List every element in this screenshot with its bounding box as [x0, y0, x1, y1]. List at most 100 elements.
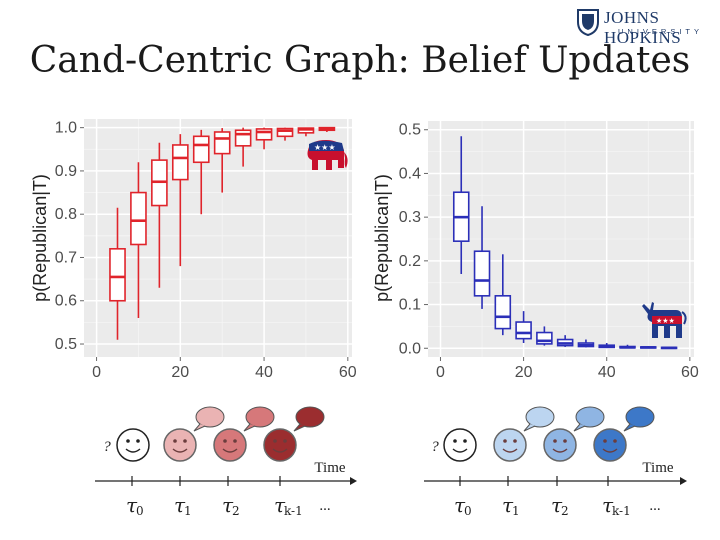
face-icon	[543, 406, 605, 462]
x-tick-label: 60	[681, 364, 699, 381]
plot-panel	[84, 119, 352, 357]
box	[255, 127, 273, 150]
speech-bubble-icon	[575, 406, 605, 428]
x-tick-label: 20	[515, 364, 533, 381]
box	[577, 339, 595, 348]
speech-bubble-icon	[625, 406, 655, 428]
y-tick-labels: 0.0 0.1 0.2 0.3 0.4 0.5	[399, 122, 428, 357]
tau-label: τ	[551, 493, 563, 517]
box	[536, 326, 553, 346]
box-body	[276, 127, 294, 138]
y-tick-label: 0.8	[55, 206, 77, 223]
box	[276, 127, 294, 141]
box	[598, 343, 615, 349]
y-tick-label: 0.5	[55, 336, 77, 353]
y-tick-label: 0.7	[55, 249, 77, 266]
tau-subscript: 2	[561, 504, 569, 518]
boxes	[109, 126, 336, 340]
x-tick-labels: 0 20 40 60	[436, 357, 699, 381]
box	[619, 344, 636, 349]
x-tick-label: 40	[255, 364, 273, 381]
box-body	[536, 331, 553, 345]
x-tick-label: 0	[92, 364, 101, 381]
y-tick-label: 0.6	[55, 293, 77, 310]
tau-subscript: k-1	[612, 504, 631, 518]
speech-bubble-icon	[295, 406, 325, 428]
y-tick-label: 0.4	[399, 165, 421, 182]
arrow-head-icon	[680, 477, 687, 485]
ellipsis: ...	[649, 498, 660, 514]
tau-label: τ	[222, 493, 234, 517]
box-body	[192, 135, 210, 164]
box	[473, 206, 491, 309]
box-body	[171, 144, 189, 181]
x-tick-labels: 0 20 40 60	[92, 357, 357, 381]
speech-bubble-icon	[195, 406, 225, 428]
time-label: Time	[314, 460, 345, 476]
grid	[84, 119, 352, 357]
jhu-logo: JOHNS HOPKINS UNIVERSITY	[574, 6, 714, 47]
box	[109, 207, 126, 340]
tau-subscript: 1	[184, 504, 192, 518]
logo-main-text: JOHNS HOPKINS	[604, 8, 682, 47]
box	[660, 346, 678, 350]
box-body	[515, 321, 532, 340]
elephant-icon: ★★★	[307, 140, 348, 170]
boxes	[452, 136, 678, 350]
tau-label: τ	[502, 493, 514, 517]
shield-icon	[577, 9, 599, 37]
y-tick-label: 0.2	[399, 253, 421, 270]
tau-label: τ	[126, 493, 138, 517]
tau-label: τ	[602, 493, 614, 517]
question-mark: ?	[103, 439, 111, 455]
box	[318, 126, 336, 132]
y-tick-label: 1.0	[55, 120, 77, 137]
x-tick-label: 20	[171, 364, 189, 381]
box	[452, 136, 470, 274]
donkey-icon: ★★★	[642, 302, 687, 338]
tau-label: τ	[174, 493, 186, 517]
y-axis-label: p(Republican|T)	[30, 174, 50, 302]
face-icon	[593, 406, 655, 462]
box	[130, 162, 147, 319]
tau-subscript: k-1	[284, 504, 303, 518]
box	[234, 127, 252, 167]
y-tick-label: 0.3	[399, 209, 421, 226]
question-mark: ?	[431, 439, 439, 455]
face-icon	[213, 406, 275, 462]
slide-title: Cand-Centric Graph: Belief Updates	[29, 40, 691, 81]
tau-subscript: 0	[136, 504, 144, 518]
tau-label: τ	[274, 493, 286, 517]
box-body	[473, 250, 491, 297]
svg-text:★★★: ★★★	[314, 143, 336, 152]
tau-subscript: 1	[512, 504, 520, 518]
y-tick-labels: 0.5 0.6 0.7 0.8 0.9 1.0	[55, 120, 84, 353]
svg-text:★★★: ★★★	[656, 317, 675, 325]
face-icon	[443, 428, 477, 462]
box	[192, 129, 210, 215]
box	[297, 127, 315, 137]
arrow-head-icon	[350, 477, 357, 485]
box-body	[255, 128, 273, 141]
box-body	[109, 248, 126, 302]
y-tick-label: 0.9	[55, 163, 77, 180]
x-tick-label: 0	[436, 364, 445, 381]
face-icon	[493, 406, 555, 462]
face-icon	[116, 428, 150, 462]
ellipsis: ...	[319, 498, 330, 514]
speech-bubble-icon	[525, 406, 555, 428]
y-tick-label: 0.5	[399, 122, 421, 139]
box-body	[130, 191, 147, 246]
box	[151, 142, 168, 288]
y-tick-label: 0.1	[399, 297, 421, 314]
box	[213, 128, 231, 193]
box-body	[494, 295, 512, 330]
face-icon	[263, 406, 325, 462]
tau-label: τ	[454, 493, 466, 517]
box	[556, 335, 574, 347]
y-axis-label: p(Republican|T)	[372, 174, 392, 302]
